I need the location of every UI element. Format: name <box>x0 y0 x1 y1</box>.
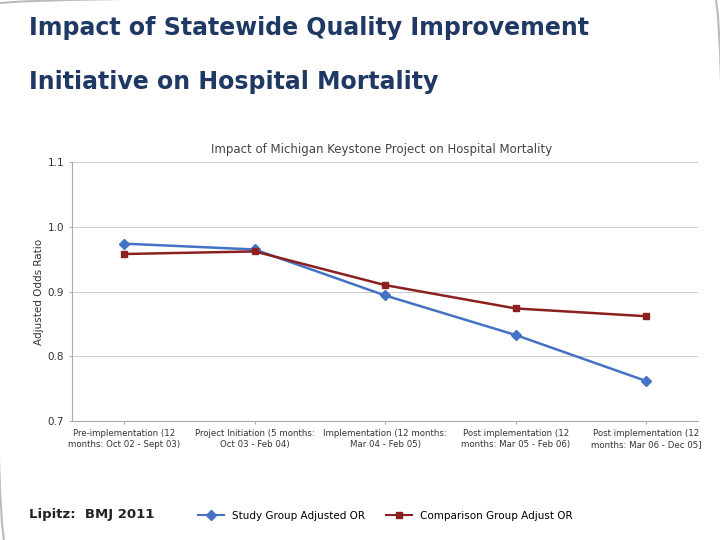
Legend: Study Group Adjusted OR, Comparison Group Adjust OR: Study Group Adjusted OR, Comparison Grou… <box>194 507 577 525</box>
Comparison Group Adjust OR <box>642 313 650 320</box>
Study Group Adjusted OR <box>251 246 259 253</box>
Text: Impact of Michigan Keystone Project on Hospital Mortality: Impact of Michigan Keystone Project on H… <box>211 143 552 156</box>
Comparison Group Adjust OR <box>251 248 259 255</box>
Study Group Adjusted OR <box>642 378 650 384</box>
Comparison Group Adjust OR <box>120 251 128 257</box>
Line: Comparison Group Adjust OR: Comparison Group Adjust OR <box>121 248 649 320</box>
Comparison Group Adjust OR <box>511 305 520 312</box>
Text: Lipitz:  BMJ 2011: Lipitz: BMJ 2011 <box>29 508 154 521</box>
Study Group Adjusted OR <box>511 332 520 338</box>
Study Group Adjusted OR <box>381 292 390 299</box>
Line: Study Group Adjusted OR: Study Group Adjusted OR <box>121 240 649 384</box>
Y-axis label: Adjusted Odds Ratio: Adjusted Odds Ratio <box>34 239 44 345</box>
Study Group Adjusted OR <box>120 240 128 247</box>
Comparison Group Adjust OR <box>381 282 390 288</box>
Text: Impact of Statewide Quality Improvement: Impact of Statewide Quality Improvement <box>29 16 589 40</box>
Text: Initiative on Hospital Mortality: Initiative on Hospital Mortality <box>29 70 438 94</box>
